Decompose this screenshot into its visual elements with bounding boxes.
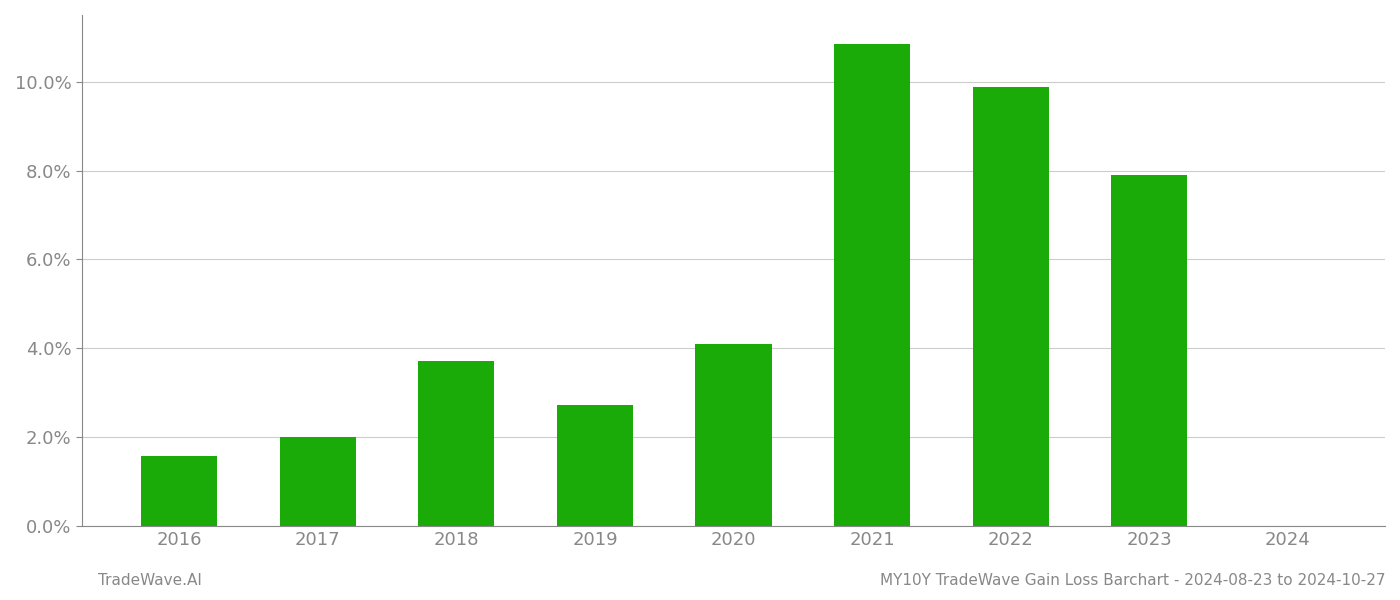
Bar: [696, 344, 771, 526]
Bar: [973, 87, 1049, 526]
Bar: [419, 361, 494, 526]
Text: MY10Y TradeWave Gain Loss Barchart - 2024-08-23 to 2024-10-27: MY10Y TradeWave Gain Loss Barchart - 202…: [881, 573, 1386, 588]
Bar: [834, 44, 910, 526]
Bar: [280, 437, 356, 526]
Bar: [141, 457, 217, 526]
Bar: [1112, 175, 1187, 526]
Text: TradeWave.AI: TradeWave.AI: [98, 573, 202, 588]
Bar: [557, 405, 633, 526]
